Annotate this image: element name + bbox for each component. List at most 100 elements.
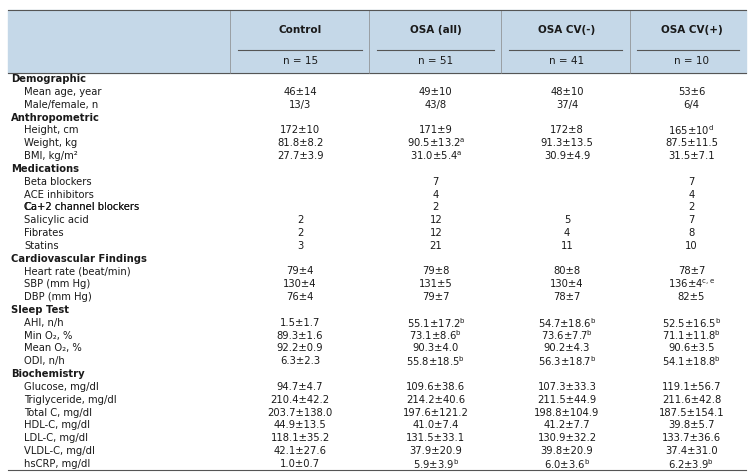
Text: 91.3±13.5: 91.3±13.5 [541, 138, 593, 148]
Text: 94.7±4.7: 94.7±4.7 [277, 382, 323, 392]
Text: 41.0±7.4: 41.0±7.4 [412, 420, 459, 430]
Text: VLDL-C, mg/dl: VLDL-C, mg/dl [24, 446, 95, 456]
Text: 133.7±36.6: 133.7±36.6 [662, 433, 721, 443]
Text: 12: 12 [430, 228, 442, 238]
Text: Fibrates: Fibrates [24, 228, 64, 238]
Text: Triglyceride, mg/dl: Triglyceride, mg/dl [24, 395, 117, 405]
Text: 92.2±0.9: 92.2±0.9 [277, 343, 323, 353]
Text: 37.4±31.0: 37.4±31.0 [665, 446, 718, 456]
Text: 31.0±5.4$^{\mathregular{a}}$: 31.0±5.4$^{\mathregular{a}}$ [409, 150, 462, 162]
Text: BMI, kg/m²: BMI, kg/m² [24, 151, 78, 161]
Text: 6.2±3.9$^{\mathregular{b}}$: 6.2±3.9$^{\mathregular{b}}$ [669, 457, 714, 471]
Text: 2: 2 [688, 202, 694, 212]
Text: 7: 7 [433, 177, 439, 187]
Text: 37/4: 37/4 [556, 100, 578, 110]
Text: DBP (mm Hg): DBP (mm Hg) [24, 292, 92, 302]
Text: 27.7±3.9: 27.7±3.9 [277, 151, 323, 161]
Text: 79±8: 79±8 [422, 266, 449, 276]
Text: 211.6±42.8: 211.6±42.8 [662, 395, 721, 405]
Text: Weight, kg: Weight, kg [24, 138, 78, 148]
Text: Biochemistry: Biochemistry [11, 369, 85, 379]
Text: 198.8±104.9: 198.8±104.9 [535, 408, 599, 418]
Text: 44.9±13.5: 44.9±13.5 [274, 420, 326, 430]
Text: 55.1±17.2$^{\mathregular{b}}$: 55.1±17.2$^{\mathregular{b}}$ [406, 316, 465, 330]
Text: 80±8: 80±8 [553, 266, 581, 276]
Text: 187.5±154.1: 187.5±154.1 [658, 408, 725, 418]
Text: 46±14: 46±14 [284, 87, 317, 97]
Text: 165±10$^{\mathregular{d}}$: 165±10$^{\mathregular{d}}$ [668, 124, 715, 137]
Text: 90.3±4.0: 90.3±4.0 [412, 343, 459, 353]
Text: 6.3±2.3: 6.3±2.3 [280, 356, 320, 366]
Text: 39.8±5.7: 39.8±5.7 [668, 420, 715, 430]
Text: 41.2±7.7: 41.2±7.7 [544, 420, 590, 430]
Text: OSA CV(+): OSA CV(+) [661, 25, 722, 35]
Text: 119.1±56.7: 119.1±56.7 [662, 382, 721, 392]
Text: 76±4: 76±4 [287, 292, 314, 302]
Text: 87.5±11.5: 87.5±11.5 [665, 138, 718, 148]
Text: Mean O₂, %: Mean O₂, % [24, 343, 82, 353]
Text: Glucose, mg/dl: Glucose, mg/dl [24, 382, 99, 392]
Text: LDL-C, mg/dl: LDL-C, mg/dl [24, 433, 88, 443]
Text: 37.9±20.9: 37.9±20.9 [409, 446, 462, 456]
Text: 78±7: 78±7 [678, 266, 705, 276]
Text: Beta blockers: Beta blockers [24, 177, 92, 187]
Text: 90.5±13.2$^{\mathregular{a}}$: 90.5±13.2$^{\mathregular{a}}$ [406, 137, 465, 150]
Text: 130.9±32.2: 130.9±32.2 [538, 433, 596, 443]
Text: 210.4±42.2: 210.4±42.2 [271, 395, 329, 405]
Text: Ca+2 channel blockers: Ca+2 channel blockers [24, 202, 139, 212]
Text: 2: 2 [297, 228, 303, 238]
Text: 53±6: 53±6 [678, 87, 705, 97]
Text: 131±5: 131±5 [419, 279, 452, 289]
Text: 11: 11 [561, 241, 573, 251]
Text: 73.6±7.7$^{\mathregular{b}}$: 73.6±7.7$^{\mathregular{b}}$ [541, 329, 593, 342]
Text: ODI, n/h: ODI, n/h [24, 356, 65, 366]
Text: 172±8: 172±8 [550, 125, 584, 135]
Text: 48±10: 48±10 [550, 87, 584, 97]
Text: 4: 4 [564, 228, 570, 238]
Bar [230, 10, 746, 73]
Text: Salicylic acid: Salicylic acid [24, 215, 89, 225]
Text: 203.7±138.0: 203.7±138.0 [268, 408, 333, 418]
Text: ACE inhibitors: ACE inhibitors [24, 190, 94, 200]
Text: Total C, mg/dl: Total C, mg/dl [24, 408, 92, 418]
Text: 136±4$^{\mathregular{c,e}}$: 136±4$^{\mathregular{c,e}}$ [668, 278, 715, 291]
Text: 172±10: 172±10 [280, 125, 320, 135]
Text: 2: 2 [297, 215, 303, 225]
Text: 56.3±18.7$^{\mathregular{b}}$: 56.3±18.7$^{\mathregular{b}}$ [538, 354, 596, 368]
Text: SBP (mm Hg): SBP (mm Hg) [24, 279, 90, 289]
Text: n = 15: n = 15 [283, 56, 317, 66]
Text: 5.9±3.9$^{\mathregular{b}}$: 5.9±3.9$^{\mathregular{b}}$ [412, 457, 459, 471]
Text: Medications: Medications [11, 164, 79, 174]
Text: 79±7: 79±7 [422, 292, 449, 302]
Text: 12: 12 [430, 215, 442, 225]
Text: 90.6±3.5: 90.6±3.5 [668, 343, 715, 353]
Text: 31.5±7.1: 31.5±7.1 [668, 151, 715, 161]
Bar [8, 10, 230, 73]
Text: 6/4: 6/4 [683, 100, 700, 110]
Text: 55.8±18.5$^{\mathregular{b}}$: 55.8±18.5$^{\mathregular{b}}$ [406, 354, 465, 368]
Text: 13/3: 13/3 [289, 100, 311, 110]
Text: 73.1±8.6$^{\mathregular{b}}$: 73.1±8.6$^{\mathregular{b}}$ [409, 329, 462, 342]
Text: 3: 3 [297, 241, 303, 251]
Text: 54.7±18.6$^{\mathregular{b}}$: 54.7±18.6$^{\mathregular{b}}$ [538, 316, 596, 330]
Text: AHI, n/h: AHI, n/h [24, 318, 64, 328]
Text: 79±4: 79±4 [287, 266, 314, 276]
Text: OSA (all): OSA (all) [410, 25, 461, 35]
Text: 42.1±27.6: 42.1±27.6 [274, 446, 326, 456]
Text: Heart rate (beat/min): Heart rate (beat/min) [24, 266, 130, 276]
Text: 30.9±4.9: 30.9±4.9 [544, 151, 590, 161]
Text: 21: 21 [430, 241, 442, 251]
Text: n = 51: n = 51 [418, 56, 453, 66]
Text: 39.8±20.9: 39.8±20.9 [541, 446, 593, 456]
Text: Control: Control [278, 25, 322, 35]
Text: Mean age, year: Mean age, year [24, 87, 102, 97]
Text: Height, cm: Height, cm [24, 125, 78, 135]
Text: 49±10: 49±10 [419, 87, 452, 97]
Text: 107.3±33.3: 107.3±33.3 [538, 382, 596, 392]
Text: 130±4: 130±4 [284, 279, 317, 289]
Text: 197.6±121.2: 197.6±121.2 [403, 408, 469, 418]
Text: Statins: Statins [24, 241, 59, 251]
Text: 81.8±8.2: 81.8±8.2 [277, 138, 323, 148]
Text: 10: 10 [685, 241, 697, 251]
Text: 7: 7 [688, 177, 694, 187]
